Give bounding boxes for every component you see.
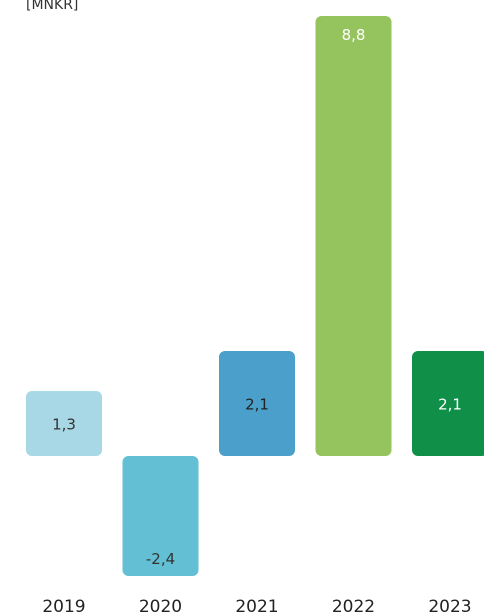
bar-2020	[122, 456, 199, 576]
tick-label-2021: 2021	[235, 597, 278, 615]
value-label-2021: 2,1	[245, 396, 269, 414]
unit-label: [MNKR]	[26, 0, 78, 13]
value-label-2020: -2,4	[146, 550, 175, 568]
bar-2019	[26, 391, 102, 456]
tick-label-2019: 2019	[42, 597, 85, 615]
value-label-2022: 8,8	[342, 26, 366, 44]
bar-2022	[315, 16, 392, 456]
value-label-2019: 1,3	[52, 416, 76, 434]
bar-2023	[412, 351, 484, 456]
bars-group	[26, 16, 484, 576]
tick-label-2023: 2023	[428, 597, 471, 615]
tick-label-2020: 2020	[139, 597, 182, 615]
value-label-2023: 2,1	[438, 396, 462, 414]
value-labels-group: 1,3 -2,4 2,1 8,8 2,1	[52, 26, 462, 568]
x-axis-tick-labels: 2019 2020 2021 2022 2023	[42, 597, 471, 615]
tick-label-2022: 2022	[332, 597, 375, 615]
bar-2021	[219, 351, 295, 456]
